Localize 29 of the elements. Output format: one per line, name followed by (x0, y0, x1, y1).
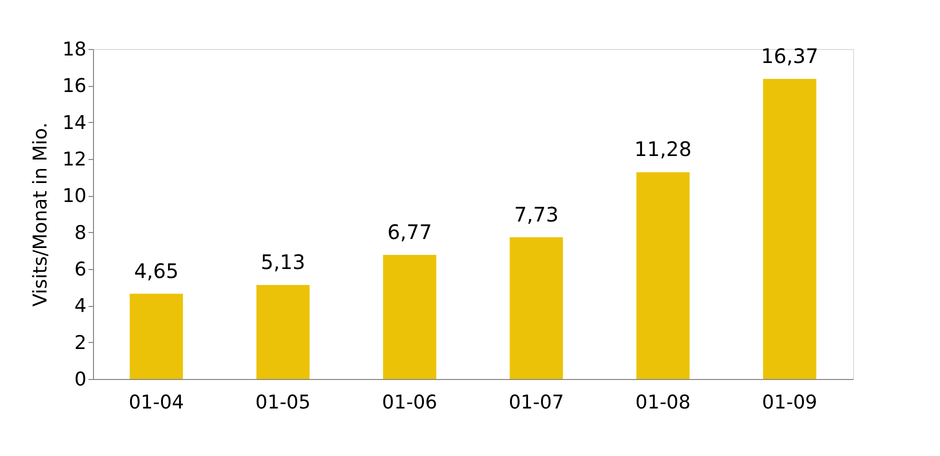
x-tick-label: 01-07 (508, 392, 564, 414)
x-tick-label: 01-04 (128, 392, 184, 414)
y-tick-label: 0 (74, 368, 86, 390)
y-tick-label: 2 (74, 332, 86, 354)
bar (636, 172, 690, 379)
y-tick-label: 12 (62, 148, 86, 170)
data-label: 4,65 (134, 258, 179, 283)
bar (256, 284, 310, 379)
x-tick-label: 01-09 (762, 392, 818, 414)
data-label: 6,77 (387, 220, 432, 244)
y-axis-title: Visits/Monat in Mio. (29, 122, 52, 307)
y-tick-label: 16 (62, 75, 86, 98)
x-tick-label: 01-06 (382, 392, 438, 414)
data-label: 7,73 (514, 202, 559, 226)
y-tick-label: 14 (62, 112, 86, 134)
x-tick-label: 01-05 (255, 392, 311, 414)
bar (763, 78, 816, 379)
y-tick-label: 6 (74, 258, 86, 280)
bar (130, 294, 183, 379)
data-label: 5,13 (260, 250, 306, 274)
bar (510, 237, 563, 379)
y-tick-label: 18 (62, 38, 86, 60)
data-label: 11,28 (634, 137, 692, 162)
data-label: 16,37 (761, 44, 818, 68)
y-tick-label: 4 (74, 295, 86, 318)
y-tick-label: 10 (62, 185, 86, 208)
bar (383, 254, 436, 379)
x-tick-label: 01-08 (635, 392, 691, 414)
y-tick-label: 8 (74, 222, 86, 244)
